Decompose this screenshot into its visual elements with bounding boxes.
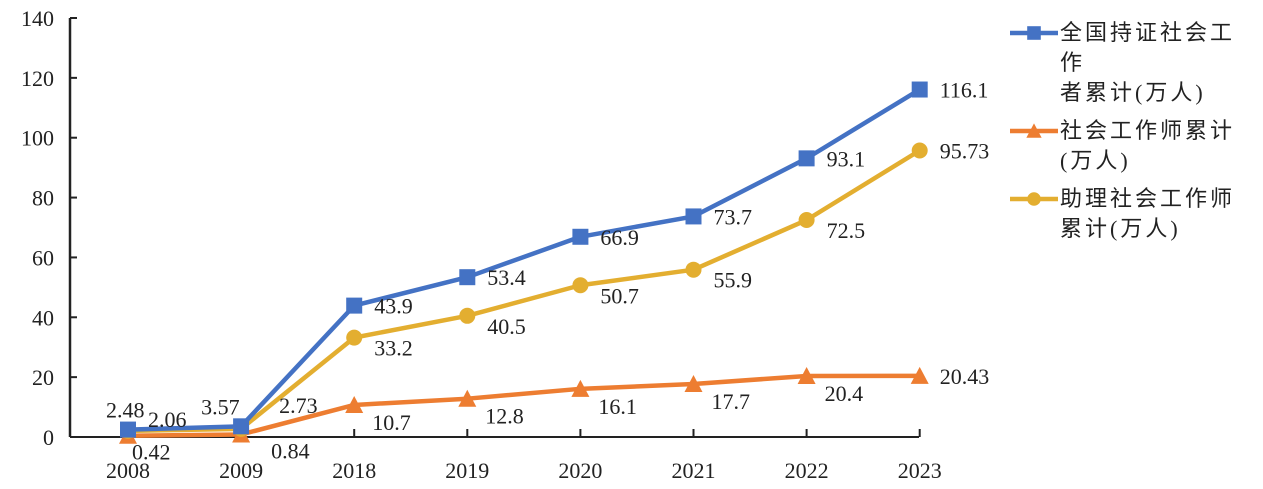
y-tick-label: 100 (21, 126, 54, 151)
data-label: 53.4 (487, 265, 526, 290)
series-line (127, 148, 921, 434)
circle-marker (911, 142, 928, 159)
data-label: 2.48 (106, 398, 145, 423)
triangle-legend-icon (1010, 123, 1058, 138)
x-tick-label: 2018 (332, 458, 376, 483)
legend-swatch-circle-icon (1008, 184, 1060, 214)
x-tick-label: 2020 (558, 458, 602, 483)
data-label: 0.84 (271, 438, 310, 463)
y-tick-label: 140 (21, 6, 54, 31)
data-label: 116.1 (940, 78, 989, 103)
y-tick-label: 0 (43, 425, 54, 450)
series-markers (119, 81, 929, 444)
legend-label-line1: 社会工作师累计 (1060, 118, 1236, 143)
data-label: 66.9 (600, 225, 639, 250)
legend-label-line1: 助理社会工作师 (1060, 186, 1236, 211)
square-marker (911, 81, 928, 98)
data-label: 93.1 (827, 146, 866, 171)
square-marker (233, 418, 250, 435)
circle-legend-icon (1010, 192, 1058, 206)
legend-marker (1027, 192, 1041, 206)
data-label: 10.7 (372, 410, 411, 435)
data-label: 33.2 (374, 336, 413, 361)
legend-marker (1026, 123, 1042, 138)
x-tick-label: 2023 (898, 458, 942, 483)
legend-label-line1: 全国持证社会工作 (1060, 20, 1236, 75)
circle-marker (459, 307, 476, 324)
data-label: 12.8 (485, 404, 524, 429)
y-tick-label: 60 (32, 245, 54, 270)
data-label: 2.73 (279, 393, 318, 418)
data-label: 40.5 (487, 314, 526, 339)
axes: 0 20 40 60 80 100 120 140 2008 2009 2018 2019 2020 20… (21, 6, 942, 483)
series-line (127, 87, 921, 432)
square-marker (798, 150, 815, 167)
legend-label-line2: 累计(万人) (1060, 216, 1181, 241)
legend-swatch-triangle-icon (1008, 116, 1060, 146)
legend-label-line2: (万人) (1060, 148, 1131, 173)
data-label: 20.43 (940, 364, 990, 389)
data-label: 50.7 (600, 283, 639, 308)
triangle-marker (571, 379, 590, 397)
legend: 全国持证社会工作 者累计(万人) 社会工作师累计 (万人) 助理社会工作师 累计… (1008, 18, 1258, 252)
x-tick-label: 2009 (219, 458, 263, 483)
square-marker (572, 228, 589, 245)
data-label: 43.9 (374, 294, 413, 319)
circle-marker (572, 277, 589, 294)
y-tick-label: 80 (32, 186, 54, 211)
x-tick-label: 2008 (106, 458, 150, 483)
square-marker (346, 297, 363, 314)
data-label: 0.42 (132, 440, 171, 465)
legend-item-certified-social-workers: 全国持证社会工作 者累计(万人) (1008, 18, 1258, 108)
legend-item-assistant-social-workers: 助理社会工作师 累计(万人) (1008, 184, 1258, 244)
legend-swatch-square-icon (1008, 18, 1060, 48)
triangle-marker (458, 389, 477, 407)
data-label: 95.73 (940, 138, 990, 163)
triangle-marker (797, 366, 816, 384)
series-line (127, 373, 920, 438)
x-tick-label: 2022 (785, 458, 829, 483)
triangle-marker (345, 395, 364, 413)
data-labels: 2.48 3.57 43.9 53.4 66.9 73.7 93.1 116.1 0.42 0.8… (106, 78, 989, 465)
square-marker (685, 208, 702, 225)
circle-marker (685, 261, 702, 278)
data-label: 20.4 (825, 381, 864, 406)
triangle-marker (910, 366, 929, 384)
square-legend-icon (1010, 26, 1058, 40)
data-label: 2.06 (148, 407, 187, 432)
triangle-marker (684, 375, 703, 393)
y-tick-label: 20 (32, 365, 54, 390)
y-tick-label: 120 (21, 66, 54, 91)
square-marker (459, 269, 476, 286)
data-label: 16.1 (598, 394, 637, 419)
data-label: 73.7 (714, 204, 753, 229)
circle-marker (798, 212, 815, 229)
square-marker (120, 421, 136, 438)
series-lines (127, 87, 921, 438)
circle-marker (346, 329, 363, 346)
y-tick-label: 40 (32, 305, 54, 330)
x-tick-label: 2019 (445, 458, 489, 483)
data-label: 55.9 (714, 268, 753, 293)
x-tick-label: 2021 (672, 458, 716, 483)
data-label: 72.5 (827, 218, 866, 243)
legend-item-social-workers: 社会工作师累计 (万人) (1008, 116, 1258, 176)
data-label: 3.57 (201, 394, 240, 419)
data-label: 17.7 (712, 389, 751, 414)
legend-marker (1027, 26, 1041, 40)
legend-label-line2: 者累计(万人) (1060, 80, 1206, 105)
